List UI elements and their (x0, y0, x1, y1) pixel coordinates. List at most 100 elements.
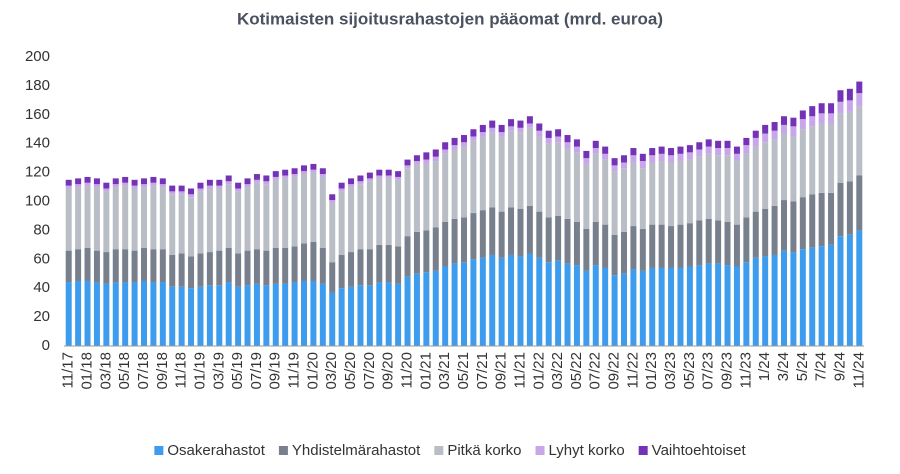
bar-segment (573, 221, 580, 266)
bar-segment (555, 136, 562, 143)
bar-segment (366, 178, 373, 182)
y-tick-label: 20 (33, 308, 50, 325)
bar-segment (65, 179, 72, 186)
bar-segment (329, 202, 336, 263)
bar-segment (762, 256, 769, 346)
bar-segment (517, 120, 524, 128)
bar-segment (828, 113, 835, 124)
bar-segment (225, 181, 232, 185)
bar-segment (348, 252, 355, 287)
bar-segment (705, 263, 712, 346)
bar-segment (272, 283, 279, 346)
bar-segment (508, 119, 515, 127)
bar-segment (668, 155, 675, 163)
bar-segment (517, 132, 524, 209)
bar-segment (93, 250, 100, 283)
x-tick-label: 07/23 (700, 352, 717, 390)
x-tick-label: 03/18 (97, 352, 114, 390)
bar-segment (621, 273, 627, 346)
bar-segment (846, 88, 853, 101)
bar-segment (413, 273, 420, 346)
bar-segment (809, 116, 816, 127)
bar-segment (112, 282, 119, 346)
bar-segment (442, 221, 449, 267)
bar-segment (686, 223, 693, 267)
bar-segment (122, 182, 129, 186)
bar-segment (818, 103, 825, 114)
bar-segment (696, 220, 703, 266)
bar-segment (366, 249, 373, 286)
bar-segment (65, 188, 72, 251)
bar-segment (197, 182, 204, 189)
bar-segment (348, 178, 355, 185)
x-tick-label: 7/24 (813, 352, 830, 381)
bar-segment (573, 265, 580, 346)
bar-segment (583, 228, 590, 271)
y-tick-label: 100 (25, 192, 50, 209)
x-tick-label: 11/23 (737, 352, 754, 388)
bar-segment (658, 153, 665, 162)
bar-segment (573, 139, 580, 147)
bar-segment (526, 127, 533, 206)
bar-segment (338, 288, 345, 346)
bar-segment (357, 175, 364, 182)
bar-segment (319, 176, 326, 248)
bar-segment (621, 155, 627, 163)
x-tick-label: 05/23 (681, 352, 698, 390)
bar-segment (75, 187, 82, 250)
bar-segment (762, 208, 769, 257)
bar-segment (715, 155, 722, 221)
bar-segment (790, 126, 797, 137)
x-tick-label: 11/17 (60, 352, 77, 388)
bar-segment (141, 178, 147, 185)
x-tick-label: 11/24 (850, 352, 867, 388)
bar-segment (310, 241, 317, 281)
bar-segment (461, 146, 467, 218)
bar-segment (150, 249, 157, 283)
legend-swatch (535, 446, 545, 455)
bar-segment (630, 226, 637, 270)
bar-segment (319, 283, 326, 346)
bar-segment (376, 178, 383, 245)
bar-segment (122, 185, 129, 250)
bar-segment (197, 191, 204, 254)
bar-segment (592, 221, 599, 266)
bar-segment (658, 224, 665, 268)
bar-segment (639, 168, 646, 229)
bar-segment (705, 218, 712, 264)
legend-label: Lyhyt korko (549, 442, 625, 459)
bar-segment (733, 266, 740, 346)
bar-segment (357, 181, 364, 185)
bar-segment (555, 129, 562, 137)
bar-segment (84, 280, 91, 346)
bar-segment (366, 285, 373, 346)
bar-segment (602, 159, 609, 225)
bar-segment (329, 200, 336, 203)
bar-segment (216, 185, 223, 189)
bar-segment (423, 272, 430, 346)
bar-segment (385, 282, 392, 346)
bar-segment (122, 176, 129, 183)
bar-segment (724, 265, 731, 346)
bar-segment (752, 146, 759, 212)
bar-segment (225, 184, 232, 248)
bar-segment (809, 126, 816, 195)
x-tick-label: 11/20 (398, 352, 415, 388)
bar-segment (733, 161, 740, 225)
bar-segment (686, 159, 693, 224)
bar-segment (442, 266, 449, 346)
bar-segment (263, 250, 270, 286)
bar-segment (319, 168, 326, 175)
bar-segment (131, 188, 138, 251)
bar-segment (348, 184, 355, 188)
bar-segment (282, 178, 289, 248)
bar-segment (649, 162, 656, 225)
bar-segment (423, 152, 430, 160)
bar-segment (376, 282, 383, 346)
y-tick-label: 120 (25, 164, 50, 181)
bar-segment (470, 213, 477, 260)
bar-segment (93, 187, 100, 251)
bar-segment (752, 137, 759, 147)
bar-segment (743, 217, 750, 263)
bar-segment (225, 247, 232, 283)
